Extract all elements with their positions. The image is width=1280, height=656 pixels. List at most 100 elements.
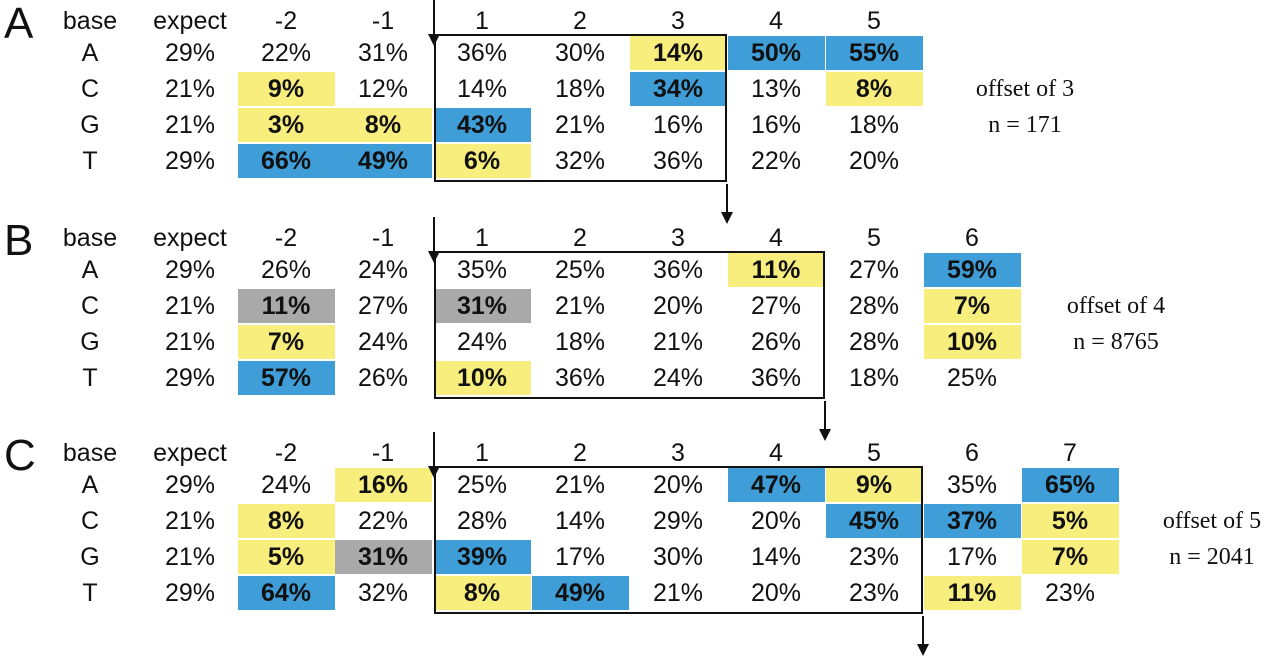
cleavage-down-arrow — [427, 432, 440, 478]
panel-label: C — [4, 431, 36, 480]
frequency-cell: 16% — [652, 111, 704, 139]
offset-note: offset of 5 — [1162, 508, 1262, 534]
frequency-cell: 11% — [727, 253, 825, 287]
frequency-cell: 27% — [357, 292, 409, 320]
frequency-cell: 57% — [237, 361, 335, 395]
cleavage-up-arrow — [818, 401, 831, 441]
frequency-cell: 11% — [237, 289, 335, 323]
frequency-cell: 22% — [750, 147, 802, 175]
expect-value: 21% — [164, 75, 216, 103]
frequency-cell: 31% — [433, 289, 531, 323]
frequency-cell: 13% — [750, 75, 802, 103]
column-header: base — [62, 224, 118, 252]
column-header: 2 — [573, 224, 587, 252]
column-header: -1 — [371, 7, 395, 35]
cleavage-up-arrow — [916, 616, 929, 656]
frequency-cell: 36% — [456, 39, 508, 67]
column-header: 5 — [867, 7, 881, 35]
frequency-cell: 26% — [750, 328, 802, 356]
expect-value: 29% — [164, 579, 216, 607]
frequency-cell: 24% — [652, 364, 704, 392]
base-label: G — [80, 328, 100, 356]
column-header: 5 — [867, 439, 881, 467]
frequency-cell: 20% — [750, 507, 802, 535]
frequency-cell: 5% — [1021, 504, 1119, 538]
frequency-cell: 49% — [531, 576, 629, 610]
frequency-cell: 14% — [554, 507, 606, 535]
column-header: 3 — [671, 7, 685, 35]
frequency-cell: 27% — [848, 256, 900, 284]
frequency-cell: 12% — [357, 75, 409, 103]
frequency-cell: 35% — [456, 256, 508, 284]
expect-value: 29% — [164, 256, 216, 284]
column-header: 2 — [573, 7, 587, 35]
frequency-cell: 24% — [260, 471, 312, 499]
frequency-cell: 7% — [923, 289, 1021, 323]
column-header: 4 — [769, 224, 783, 252]
frequency-cell: 21% — [554, 292, 606, 320]
frequency-cell: 21% — [652, 579, 704, 607]
frequency-cell: 26% — [260, 256, 312, 284]
frequency-cell: 10% — [923, 325, 1021, 359]
column-header: 5 — [867, 224, 881, 252]
frequency-cell: 9% — [825, 468, 923, 502]
panel-label: A — [4, 0, 34, 48]
base-label: C — [80, 75, 100, 103]
frequency-cell: 18% — [848, 364, 900, 392]
frequency-cell: 24% — [357, 256, 409, 284]
frequency-cell: 8% — [433, 576, 531, 610]
column-header: expect — [153, 439, 227, 467]
sample-size-note: n = 2041 — [1169, 544, 1255, 570]
frequency-cell: 24% — [357, 328, 409, 356]
column-header: expect — [153, 224, 227, 252]
column-header: 3 — [671, 439, 685, 467]
column-header: 4 — [769, 439, 783, 467]
frequency-cell: 21% — [554, 471, 606, 499]
frequency-cell: 64% — [237, 576, 335, 610]
frequency-cell: 23% — [1044, 579, 1096, 607]
expect-value: 21% — [164, 507, 216, 535]
frequency-cell: 23% — [848, 579, 900, 607]
column-header: -1 — [371, 224, 395, 252]
frequency-cell: 9% — [237, 72, 335, 106]
frequency-cell: 25% — [554, 256, 606, 284]
expect-value: 29% — [164, 39, 216, 67]
frequency-cell: 39% — [433, 540, 531, 574]
frequency-cell: 14% — [456, 75, 508, 103]
frequency-cell: 7% — [1021, 540, 1119, 574]
cleavage-up-arrow — [720, 184, 733, 224]
column-header: -2 — [274, 7, 298, 35]
frequency-cell: 20% — [652, 292, 704, 320]
column-header: -2 — [274, 224, 298, 252]
frequency-cell: 16% — [750, 111, 802, 139]
frequency-cell: 7% — [237, 325, 335, 359]
frequency-cell: 36% — [750, 364, 802, 392]
frequency-cell: 34% — [629, 72, 727, 106]
sample-size-note: n = 8765 — [1073, 329, 1159, 355]
expect-value: 21% — [164, 292, 216, 320]
frequency-cell: 43% — [433, 108, 531, 142]
column-header: expect — [153, 7, 227, 35]
column-header: 2 — [573, 439, 587, 467]
base-label: T — [82, 147, 98, 175]
frequency-cell: 3% — [237, 108, 335, 142]
frequency-cell: 59% — [923, 253, 1021, 287]
frequency-cell: 16% — [334, 468, 432, 502]
expect-value: 29% — [164, 147, 216, 175]
frequency-cell: 17% — [554, 543, 606, 571]
frequency-cell: 55% — [825, 36, 923, 70]
frequency-cell: 8% — [334, 108, 432, 142]
frequency-cell: 8% — [237, 504, 335, 538]
base-label: A — [81, 39, 99, 67]
column-header: 7 — [1063, 439, 1077, 467]
frequency-cell: 49% — [334, 144, 432, 178]
frequency-cell: 36% — [554, 364, 606, 392]
frequency-cell: 23% — [848, 543, 900, 571]
frequency-cell: 21% — [652, 328, 704, 356]
expect-value: 29% — [164, 364, 216, 392]
frequency-cell: 47% — [727, 468, 825, 502]
column-header: 1 — [475, 439, 489, 467]
expect-value: 21% — [164, 111, 216, 139]
